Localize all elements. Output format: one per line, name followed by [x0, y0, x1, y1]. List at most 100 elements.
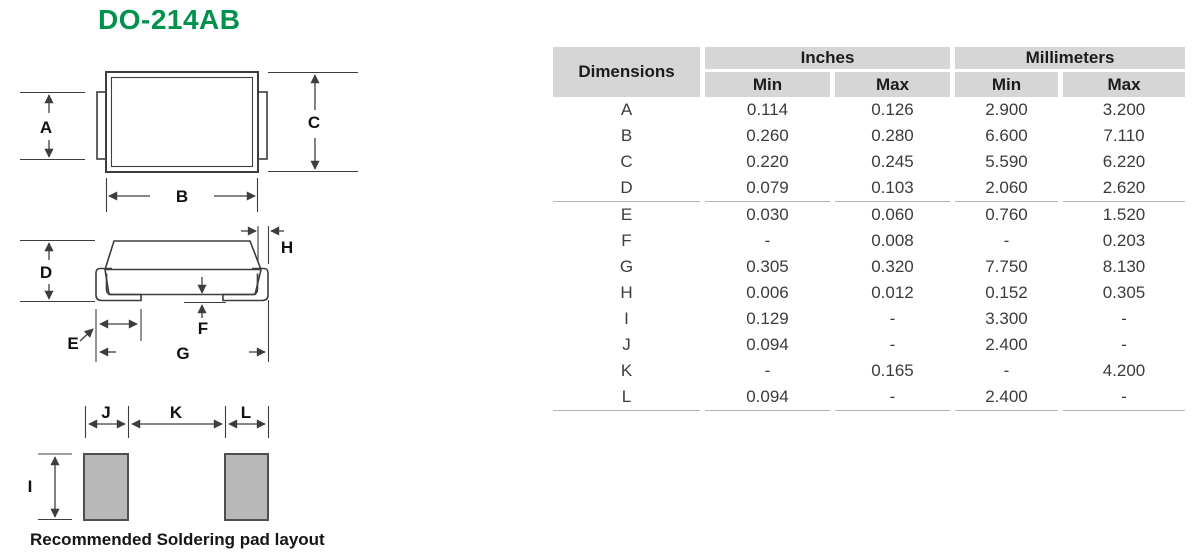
table-cell-in_max: 0.060 [871, 205, 914, 224]
table-cell-in_max: 0.126 [871, 100, 914, 119]
table-cell-in_max: 0.165 [871, 361, 914, 380]
solder-pad-left [83, 453, 129, 521]
header-dimensions: Dimensions [553, 47, 700, 97]
header-inches-max: Max [835, 72, 950, 97]
table-cell-mm_max: 0.305 [1102, 283, 1146, 302]
table-row: B 0.260 0.280 6.600 7.110 [553, 123, 1185, 149]
table-cell-mm_min: 5.590 [985, 152, 1028, 171]
table-row: L 0.094-2.400- [553, 384, 1185, 411]
table-cell-mm_max: 8.130 [1102, 257, 1146, 276]
table-cell-mm_min: 2.400 [985, 335, 1028, 354]
package-tab-left [96, 91, 107, 160]
table-row: H 0.006 0.012 0.152 0.305 [553, 280, 1185, 306]
table-cell-dim: A [620, 100, 633, 119]
header-inches: Inches [705, 47, 950, 72]
table-cell-mm_max: - [1063, 384, 1185, 411]
table-row: C 0.220 0.245 5.590 6.220 [553, 149, 1185, 175]
dim-label-H: H [281, 238, 293, 257]
table-cell-in_min: 0.006 [746, 283, 789, 302]
dim-label-B: B [176, 187, 188, 206]
dim-extension-lines-B [105, 178, 259, 212]
table-cell-in_min: 0.079 [705, 175, 830, 202]
table-cell-in_max: - [835, 384, 950, 411]
table-cell-mm_max: - [1121, 309, 1127, 328]
table-cell-dim: D [553, 175, 700, 202]
dim-extension-lines-E [95, 309, 142, 362]
table-cell-in_max: 0.280 [871, 126, 914, 145]
table-cell-dim: H [620, 283, 633, 302]
dim-label-L: L [241, 403, 251, 422]
table-cell-in_min: 0.114 [746, 100, 789, 119]
table-cell-mm_max: 2.620 [1063, 175, 1185, 202]
table-cell-mm_max: 4.200 [1102, 361, 1146, 380]
dim-label-D: D [40, 263, 52, 282]
header-mm-min: Min [955, 72, 1058, 97]
table-cell-in_max: 0.245 [871, 152, 914, 171]
dim-label-E: E [67, 334, 78, 353]
table-row: I 0.129 - 3.300 - [553, 306, 1185, 332]
table-cell-mm_max: 0.203 [1102, 231, 1146, 250]
table-cell-dim: L [553, 384, 700, 411]
table-cell-mm_min: 7.750 [985, 257, 1028, 276]
table-cell-mm_min: - [1003, 231, 1010, 250]
dim-label-K: K [170, 403, 183, 422]
table-row: K - 0.165 - 4.200 [553, 358, 1185, 384]
dimension-table: Dimensions Inches Millimeters Min Max Mi… [548, 47, 1190, 411]
table-cell-in_min: 0.260 [746, 126, 789, 145]
table-cell-dim: F [621, 231, 632, 250]
table-cell-in_max: - [889, 309, 896, 328]
table-cell-mm_max: 3.200 [1102, 100, 1146, 119]
table-cell-in_max: 0.012 [871, 283, 914, 302]
table-body: A 0.114 0.126 2.900 3.200 B 0.260 0.280 6.600 7.1… [553, 97, 1185, 411]
header-millimeters: Millimeters [955, 47, 1185, 72]
table-cell-in_min: 0.094 [705, 384, 830, 411]
table-cell-mm_min: 2.400 [955, 384, 1058, 411]
page-title: DO-214AB [98, 4, 241, 35]
dim-label-A: A [40, 118, 52, 137]
dim-label-J: J [101, 403, 110, 422]
table-cell-mm_max: 6.220 [1102, 152, 1146, 171]
dim-label-I: I [28, 477, 33, 496]
dim-extension-lines-I [38, 453, 72, 521]
table-cell-in_min: 0.030 [746, 205, 789, 224]
table-cell-dim: K [620, 361, 633, 380]
table-row: A 0.114 0.126 2.900 3.200 [553, 97, 1185, 123]
table-cell-mm_min: 2.900 [985, 100, 1028, 119]
table-row: D 0.079 0.103 2.060 2.620 [553, 175, 1185, 202]
table-cell-in_max: - [889, 335, 896, 354]
table-cell-in_min: 0.129 [746, 309, 789, 328]
header-inches-min: Min [705, 72, 830, 97]
package-tab-right [257, 91, 268, 160]
table-row: E 0.030 0.060 0.760 1.520 [553, 202, 1185, 228]
dim-label-C: C [308, 113, 320, 132]
table-cell-mm_max: 7.110 [1103, 126, 1145, 145]
table-cell-in_max: 0.320 [871, 257, 914, 276]
table-cell-mm_max: - [1121, 335, 1127, 354]
dim-label-F: F [198, 319, 208, 338]
side-view-diagram: D H F E G [20, 226, 293, 363]
table-cell-dim: E [620, 205, 633, 224]
table-cell-in_min: - [764, 231, 771, 250]
table-cell-in_max: 0.103 [835, 175, 950, 202]
table-cell-dim: G [619, 257, 634, 276]
dim-label-G: G [176, 344, 189, 363]
top-view-diagram: A C B [20, 71, 358, 212]
table-cell-mm_max: 1.520 [1102, 205, 1146, 224]
pad-layout-diagram: J K L I [28, 403, 270, 521]
dim-extension-lines-H [257, 226, 270, 362]
table-cell-mm_min: 6.600 [985, 126, 1028, 145]
header-mm-max: Max [1063, 72, 1185, 97]
table-cell-dim: C [620, 152, 633, 171]
table-cell-mm_min: 2.060 [955, 175, 1058, 202]
table-cell-in_min: - [764, 361, 771, 380]
package-side-body [104, 240, 262, 296]
table-cell-in_max: 0.008 [871, 231, 914, 250]
table-row: G 0.305 0.320 7.750 8.130 [553, 254, 1185, 280]
dim-ticks-JKL [84, 406, 270, 438]
table-cell-mm_min: 3.300 [985, 309, 1028, 328]
package-body-outer [105, 71, 259, 173]
dim-extension-lines-A [20, 91, 85, 161]
table-cell-dim: B [620, 126, 633, 145]
package-body-inner [110, 76, 254, 168]
